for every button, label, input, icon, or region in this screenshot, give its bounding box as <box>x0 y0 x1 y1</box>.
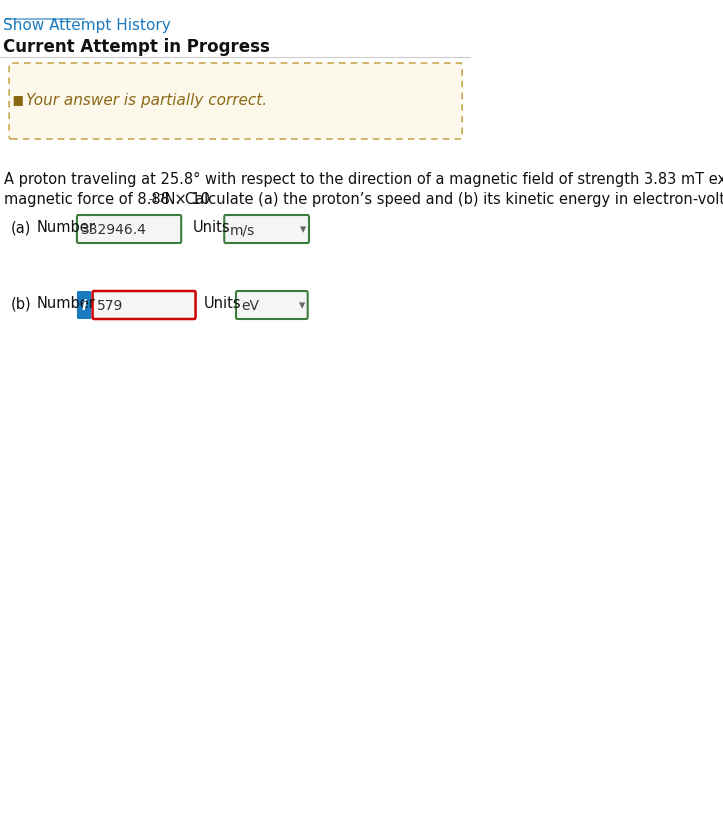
FancyBboxPatch shape <box>224 215 309 244</box>
FancyBboxPatch shape <box>93 292 195 319</box>
Text: Units: Units <box>204 296 241 311</box>
Text: ▾: ▾ <box>300 224 306 236</box>
FancyBboxPatch shape <box>236 292 308 319</box>
Text: ▾: ▾ <box>299 299 305 312</box>
Text: Your answer is partially correct.: Your answer is partially correct. <box>26 93 268 107</box>
Text: Current Attempt in Progress: Current Attempt in Progress <box>3 38 270 56</box>
Text: 579: 579 <box>96 299 123 313</box>
Text: Units: Units <box>192 220 230 235</box>
Text: Number: Number <box>36 296 95 311</box>
Text: N. Calculate (a) the proton’s speed and (b) its kinetic energy in electron-volts: N. Calculate (a) the proton’s speed and … <box>161 192 723 206</box>
Text: 332946.4: 332946.4 <box>81 223 147 237</box>
Text: A proton traveling at 25.8° with respect to the direction of a magnetic field of: A proton traveling at 25.8° with respect… <box>4 172 723 187</box>
Text: (a): (a) <box>10 220 31 235</box>
Text: Show Attempt History: Show Attempt History <box>3 18 171 33</box>
FancyBboxPatch shape <box>77 292 91 319</box>
Text: Number: Number <box>36 220 95 235</box>
FancyBboxPatch shape <box>9 64 462 140</box>
FancyBboxPatch shape <box>14 97 23 106</box>
Text: -17: -17 <box>149 194 166 204</box>
Text: i: i <box>82 299 87 313</box>
Text: magnetic force of 8.88 × 10: magnetic force of 8.88 × 10 <box>4 192 210 206</box>
Text: (b): (b) <box>10 296 31 311</box>
Text: m/s: m/s <box>229 223 254 237</box>
Text: eV: eV <box>241 299 259 313</box>
FancyBboxPatch shape <box>77 215 181 244</box>
